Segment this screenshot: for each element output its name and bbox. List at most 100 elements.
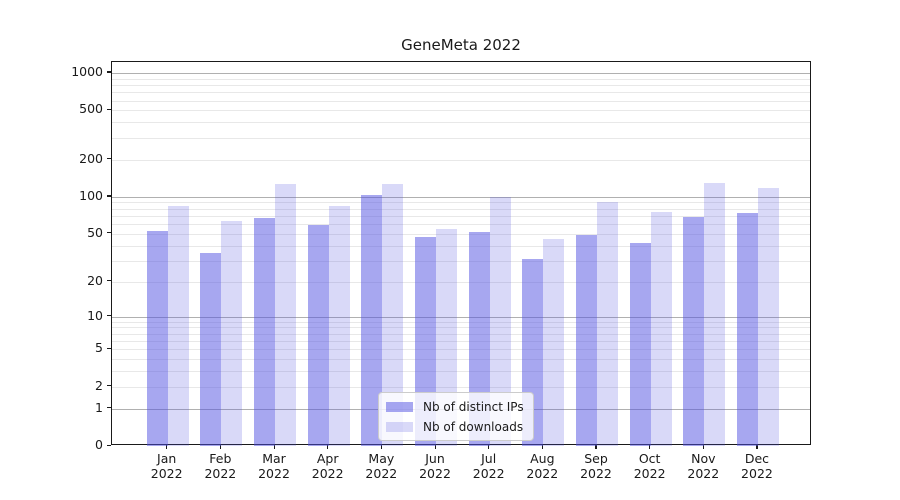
y-tick-label: 500 bbox=[79, 101, 103, 117]
y-tick-mark bbox=[107, 108, 111, 111]
bar-downloads bbox=[704, 182, 726, 446]
x-tick-mark bbox=[327, 445, 329, 449]
minor-gridline bbox=[112, 333, 810, 335]
bar-downloads bbox=[543, 239, 565, 446]
x-tick-year: 2022 bbox=[258, 466, 290, 481]
x-tick-label: Feb 2022 bbox=[188, 451, 252, 481]
x-tick-month: Mar bbox=[262, 451, 286, 466]
x-tick-mark bbox=[166, 445, 168, 449]
y-tick-mark bbox=[107, 280, 111, 282]
minor-gridline bbox=[112, 281, 810, 283]
minor-gridline bbox=[112, 386, 810, 388]
x-tick-year: 2022 bbox=[311, 466, 344, 481]
x-tick-month: Jun bbox=[425, 451, 445, 466]
y-tick-mark bbox=[107, 232, 111, 234]
x-tick-month: Sep bbox=[584, 451, 608, 466]
x-tick-mark bbox=[702, 445, 704, 449]
x-tick-mark bbox=[488, 445, 490, 449]
x-tick-year: 2022 bbox=[580, 466, 612, 481]
minor-gridline bbox=[112, 371, 810, 373]
x-tick-mark bbox=[273, 445, 275, 449]
x-tick-mark bbox=[219, 445, 222, 449]
bar-distinct-ips bbox=[736, 212, 758, 446]
bar-downloads bbox=[489, 196, 511, 446]
y-tick-label: 50 bbox=[87, 224, 103, 240]
y-tick-label: 10 bbox=[87, 307, 103, 323]
y-tick-mark bbox=[107, 347, 111, 349]
bar-distinct-ips bbox=[200, 252, 222, 446]
bar-distinct-ips bbox=[254, 218, 276, 446]
minor-gridline bbox=[112, 359, 810, 361]
x-tick-month: Feb bbox=[209, 451, 232, 466]
bar-downloads bbox=[275, 184, 297, 446]
bar-distinct-ips bbox=[307, 224, 329, 446]
minor-gridline bbox=[112, 215, 810, 217]
x-tick-month: Nov bbox=[691, 451, 716, 466]
bar-distinct-ips bbox=[683, 216, 705, 446]
x-tick-mark bbox=[756, 445, 758, 449]
x-tick-month: Apr bbox=[316, 451, 339, 466]
minor-gridline bbox=[112, 321, 810, 323]
x-tick-month: Aug bbox=[530, 451, 555, 466]
minor-gridline bbox=[112, 349, 810, 351]
minor-gridline bbox=[112, 224, 810, 226]
y-tick-mark bbox=[107, 315, 111, 317]
major-gridline bbox=[112, 196, 810, 198]
y-tick-label: 5 bbox=[95, 340, 103, 356]
x-tick-month: Jul bbox=[481, 451, 497, 466]
minor-gridline bbox=[112, 110, 810, 112]
bar-downloads bbox=[650, 212, 672, 446]
minor-gridline bbox=[112, 327, 810, 329]
y-tick-label: 200 bbox=[79, 150, 103, 166]
y-tick-label: 1 bbox=[95, 399, 103, 415]
x-tick-year: 2022 bbox=[633, 466, 666, 481]
plot-area bbox=[111, 61, 811, 446]
x-tick-label: Aug 2022 bbox=[510, 451, 574, 481]
bar-downloads bbox=[757, 188, 779, 446]
minor-gridline bbox=[112, 78, 810, 80]
x-tick-label: Jan 2022 bbox=[135, 451, 199, 481]
minor-gridline bbox=[112, 202, 810, 204]
x-tick-year: 2022 bbox=[687, 466, 720, 481]
minor-gridline bbox=[112, 159, 810, 161]
legend: Nb of distinct IPs Nb of downloads bbox=[378, 392, 534, 441]
bar-downloads bbox=[596, 202, 618, 446]
minor-gridline bbox=[112, 100, 810, 102]
major-gridline bbox=[112, 316, 810, 318]
minor-gridline bbox=[112, 122, 810, 124]
y-tick-mark bbox=[107, 385, 111, 387]
bar-downloads bbox=[221, 220, 243, 446]
y-tick-label: 100 bbox=[79, 187, 103, 203]
y-tick-label: 2 bbox=[95, 377, 103, 393]
x-tick-mark bbox=[595, 445, 597, 449]
minor-gridline bbox=[112, 260, 810, 262]
bar-downloads bbox=[436, 228, 457, 446]
x-tick-label: Oct 2022 bbox=[618, 451, 682, 481]
x-tick-year: 2022 bbox=[365, 466, 398, 481]
x-tick-label: May 2022 bbox=[349, 451, 413, 481]
bar-downloads bbox=[382, 184, 404, 446]
bar-distinct-ips bbox=[361, 194, 383, 446]
x-tick-year: 2022 bbox=[526, 466, 559, 481]
x-tick-label: Nov 2022 bbox=[671, 451, 735, 481]
x-tick-mark bbox=[541, 445, 543, 449]
minor-gridline bbox=[112, 233, 810, 235]
y-tick-label: 0 bbox=[95, 437, 103, 452]
legend-label: Nb of downloads bbox=[423, 419, 524, 434]
x-tick-mark bbox=[434, 445, 436, 449]
y-tick-mark bbox=[107, 71, 111, 73]
bar-downloads bbox=[167, 205, 189, 446]
x-tick-label: Sep 2022 bbox=[564, 451, 628, 481]
legend-row: Nb of distinct IPs bbox=[386, 398, 524, 415]
x-tick-label: Mar 2022 bbox=[242, 451, 306, 481]
bar-downloads bbox=[328, 206, 350, 446]
x-tick-label: Jul 2022 bbox=[457, 451, 521, 481]
x-tick-label: Jun 2022 bbox=[403, 451, 467, 481]
major-gridline bbox=[112, 72, 810, 74]
bar-distinct-ips bbox=[629, 242, 651, 446]
y-tick-label: 1000 bbox=[71, 63, 103, 79]
legend-row: Nb of downloads bbox=[386, 418, 524, 435]
legend-swatch-icon bbox=[386, 401, 413, 412]
y-tick-mark bbox=[107, 195, 111, 197]
y-tick-label: 20 bbox=[87, 272, 103, 288]
